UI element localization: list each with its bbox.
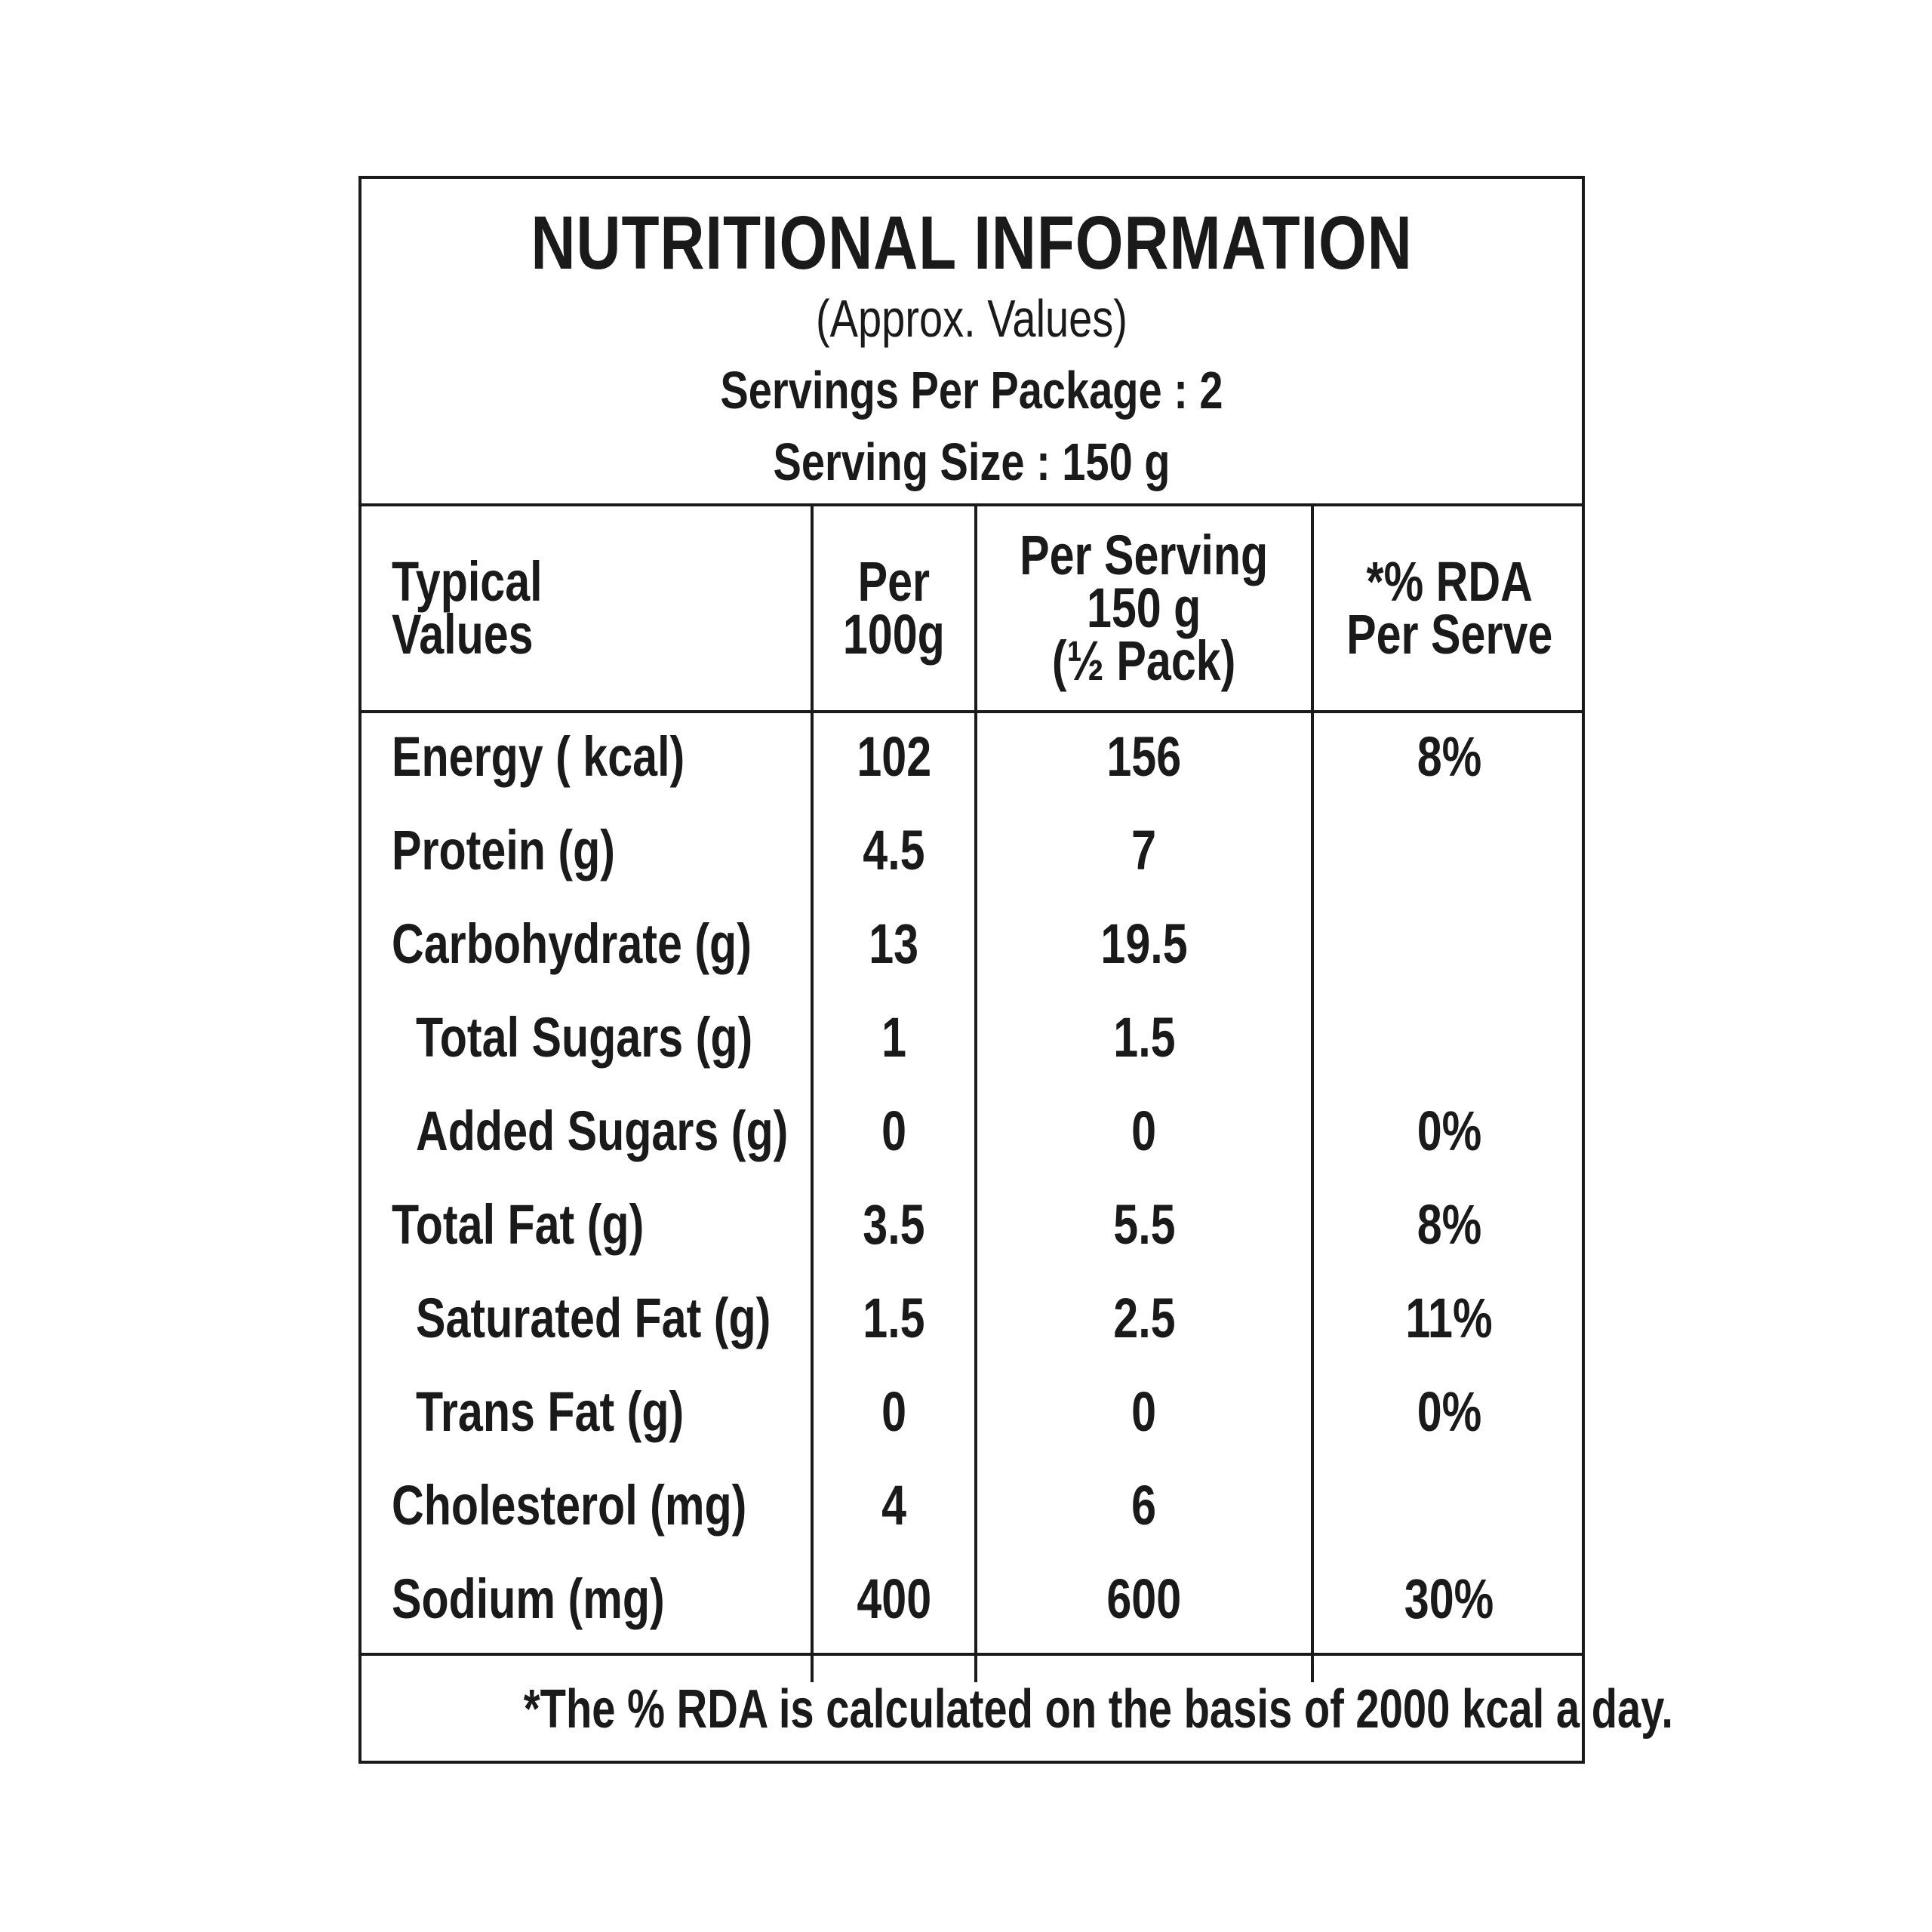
value-per-serving: 156	[1106, 725, 1182, 788]
serving-size: Serving Size : 150 g	[773, 432, 1171, 491]
value-rda: 30%	[1404, 1567, 1494, 1630]
nutrient-name: Cholesterol (mg)	[392, 1474, 747, 1537]
nutrient-name: Added Sugars (g)	[416, 1100, 789, 1162]
label-header: NUTRITIONAL INFORMATION (Approx. Values)…	[361, 179, 1582, 506]
value-rda: 8%	[1417, 1193, 1482, 1256]
value-per-serving: 0	[1131, 1100, 1157, 1162]
value-rda	[1314, 992, 1585, 1084]
table-row: Sodium (mg) 400 600 30%	[361, 1553, 1582, 1645]
footnote: *The % RDA is calculated on the basis of…	[523, 1679, 1673, 1740]
value-per-serving: 5.5	[1112, 1193, 1176, 1256]
row-divider	[361, 1653, 1582, 1656]
nutrient-name: Carbohydrate (g)	[392, 912, 752, 975]
table-row: Cholesterol (mg) 4 6	[361, 1460, 1582, 1552]
value-rda: 11%	[1405, 1287, 1494, 1349]
table-row: Energy ( kcal) 102 156 8%	[361, 711, 1582, 803]
servings-per-package: Servings Per Package : 2	[720, 361, 1223, 420]
value-per-serving: 0	[1131, 1380, 1157, 1443]
nutrient-name: Saturated Fat (g)	[416, 1287, 771, 1349]
value-rda: 0%	[1417, 1380, 1482, 1443]
table-row: Saturated Fat (g) 1.5 2.5 11%	[361, 1272, 1582, 1364]
nutrient-name: Protein (g)	[392, 819, 615, 881]
column-divider	[974, 503, 977, 1682]
table-row: Protein (g) 4.5 7	[361, 804, 1582, 897]
value-per-100g: 13	[869, 912, 919, 975]
column-divider	[1311, 503, 1314, 1682]
table-row: Total Fat (g) 3.5 5.5 8%	[361, 1179, 1582, 1271]
label-title: NUTRITIONAL INFORMATION	[531, 201, 1413, 285]
value-per-100g: 4	[881, 1474, 906, 1537]
value-per-100g: 1	[881, 1006, 906, 1069]
nutrient-name: Total Sugars (g)	[416, 1006, 753, 1069]
column-divider	[811, 503, 814, 1682]
nutrient-name: Energy ( kcal)	[392, 725, 685, 788]
table-row: Carbohydrate (g) 13 19.5	[361, 898, 1582, 990]
nutrition-label: NUTRITIONAL INFORMATION (Approx. Values)…	[358, 176, 1673, 1764]
value-per-serving: 600	[1106, 1567, 1182, 1630]
value-per-serving: 2.5	[1112, 1287, 1176, 1349]
value-per-100g: 0	[881, 1100, 906, 1162]
value-per-100g: 400	[857, 1567, 931, 1630]
value-per-serving: 1.5	[1112, 1006, 1176, 1069]
value-per-serving: 19.5	[1100, 912, 1188, 975]
value-per-100g: 102	[857, 725, 931, 788]
row-divider	[361, 710, 1582, 713]
value-per-100g: 1.5	[863, 1287, 925, 1349]
nutrient-name: Sodium (mg)	[392, 1567, 665, 1630]
value-per-serving: 6	[1131, 1474, 1157, 1537]
value-per-serving: 7	[1131, 819, 1157, 881]
nutrient-name: Total Fat (g)	[392, 1193, 645, 1256]
nutrient-name: Trans Fat (g)	[416, 1380, 685, 1443]
value-rda: 0%	[1417, 1100, 1482, 1162]
value-rda	[1314, 804, 1585, 897]
table-row: Total Sugars (g) 1 1.5	[361, 992, 1582, 1084]
table-row: Trans Fat (g) 0 0 0%	[361, 1366, 1582, 1458]
value-per-100g: 3.5	[863, 1193, 925, 1256]
value-rda	[1314, 1460, 1585, 1552]
column-header-per-serving: Per Serving 150 g (½ Pack)	[1020, 523, 1269, 693]
label-subtitle: (Approx. Values)	[816, 289, 1128, 348]
column-header-per-100g: Per 100g	[843, 549, 945, 666]
column-header-typical-values: Typical Values	[392, 549, 543, 666]
value-rda	[1314, 898, 1585, 990]
value-rda: 8%	[1417, 725, 1482, 788]
column-header-rda: *% RDA Per Serve	[1346, 549, 1553, 666]
value-per-100g: 0	[881, 1380, 906, 1443]
table-row: Added Sugars (g) 0 0 0%	[361, 1085, 1582, 1177]
value-per-100g: 4.5	[863, 819, 925, 881]
